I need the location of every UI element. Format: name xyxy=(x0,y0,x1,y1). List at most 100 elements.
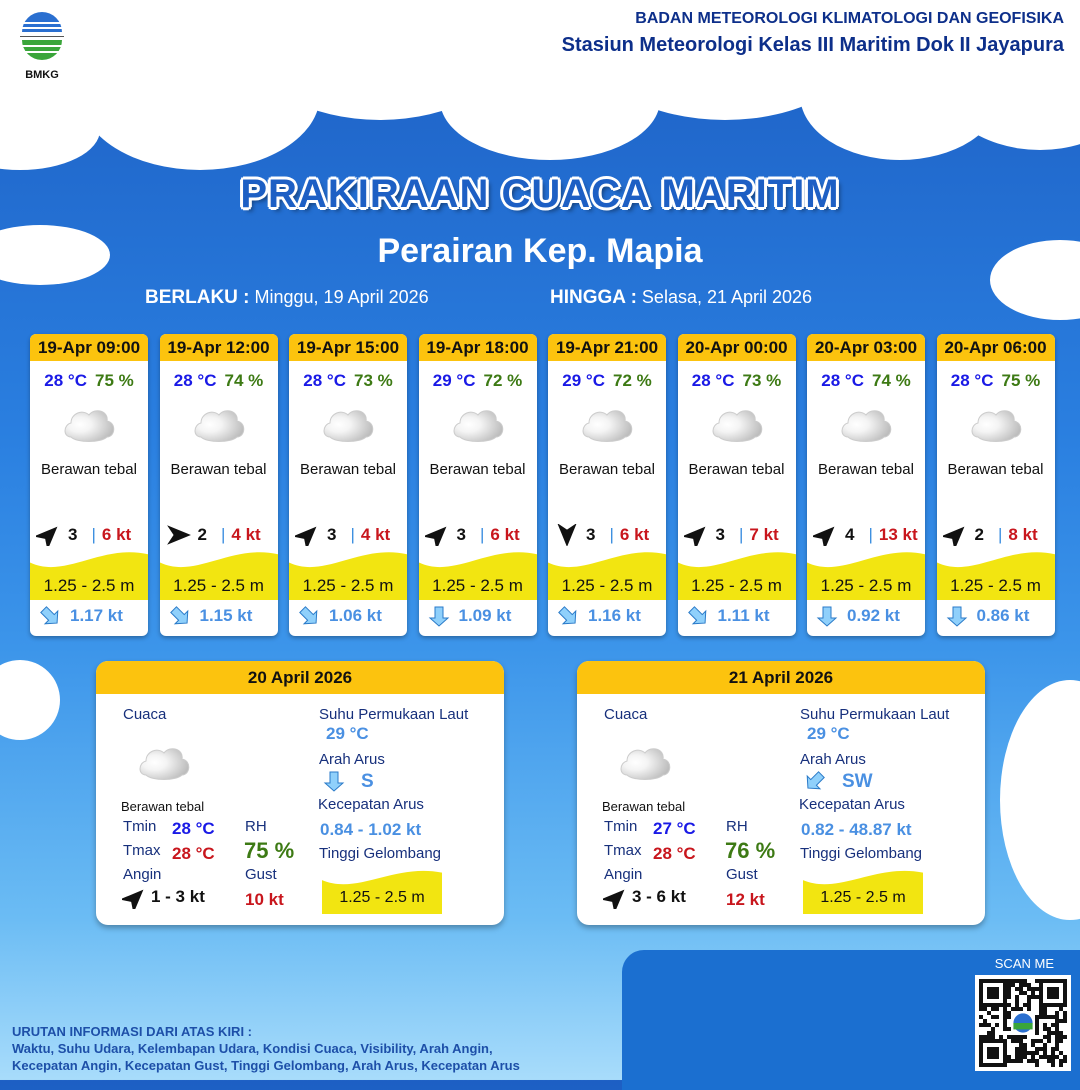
wave-icon xyxy=(548,552,666,600)
current-info: 0.92 kt xyxy=(815,604,900,628)
gust-speed: 7 kt xyxy=(749,525,779,544)
humidity: 75 % xyxy=(94,371,134,390)
wind-info: 3 | 6 kt xyxy=(36,524,144,546)
daily-date: 21 April 2026 xyxy=(577,661,985,694)
sst-label: Suhu Permukaan Laut xyxy=(800,706,950,723)
wave-label: Tinggi Gelombang xyxy=(319,845,442,862)
wave-icon xyxy=(807,552,925,600)
wind-speed: 3 xyxy=(586,525,596,544)
wave-icon xyxy=(677,552,796,600)
valid-from-date: Minggu, 19 April 2026 xyxy=(254,287,429,307)
rh-value: 75 % xyxy=(244,838,295,863)
air-temperature: 29 °C xyxy=(562,371,605,390)
page-title: PRAKIRAAN CUACA MARITIM xyxy=(240,172,840,216)
forecast-time: 19-Apr 18:00 xyxy=(418,334,537,361)
cloud-icon xyxy=(620,748,671,780)
wind-info: 3 | 7 kt xyxy=(683,524,792,546)
cloud-icon xyxy=(323,410,374,442)
current-direction-icon xyxy=(299,606,318,625)
wave-height-value: 1.25 - 2.5 m xyxy=(432,576,523,595)
bmkg-logo-icon xyxy=(20,12,64,60)
current-direction-icon xyxy=(806,771,825,790)
air-temperature: 28 °C xyxy=(691,371,735,390)
wave-icon xyxy=(803,870,923,914)
wind-info: 3 | 6 kt xyxy=(424,524,533,546)
current-direction-icon xyxy=(428,606,449,627)
current-direction-label: Arah Arus xyxy=(800,751,866,768)
tmax-label: Tmax xyxy=(123,842,161,859)
forecast-card: 20-Apr 03:00 28 °C 74 % Berawan tebal 4 | 1… xyxy=(807,334,925,636)
wind-label: Angin xyxy=(123,866,162,883)
current-direction-value: SW xyxy=(842,771,873,792)
forecast-time: 20-Apr 03:00 xyxy=(807,334,925,361)
wave-label: Tinggi Gelombang xyxy=(800,845,923,862)
weather-label: Cuaca xyxy=(123,706,167,723)
wind-speed: 3 xyxy=(68,525,78,544)
wind-info: 2 | 4 kt xyxy=(166,524,274,546)
current-direction-icon xyxy=(323,771,345,792)
wind-info: 4 | 13 kt xyxy=(813,524,921,546)
tmax-label: Tmax xyxy=(604,842,642,859)
cloud-icon xyxy=(194,410,244,442)
air-temperature: 28 °C xyxy=(950,371,994,390)
current-info: 1.17 kt xyxy=(38,604,123,628)
current-info: 1.06 kt xyxy=(297,604,382,628)
footer-line-2: Kecepatan Angin, Kecepatan Gust, Tinggi … xyxy=(12,1058,520,1073)
daily-summary-card: 21 April 2026 Cuaca Berawan tebal Tmin 2… xyxy=(577,661,985,925)
wind-range: 3 - 6 kt xyxy=(632,887,686,906)
weather-condition: Berawan tebal xyxy=(429,461,526,478)
cloud-icon xyxy=(712,410,762,442)
current-direction-icon xyxy=(40,606,59,625)
current-direction-icon xyxy=(946,606,967,627)
gust-speed: 4 kt xyxy=(360,525,391,544)
bmkg-logo: BMKG xyxy=(16,12,68,81)
sst-value: 29 °C xyxy=(807,724,850,743)
current-info: 1.16 kt xyxy=(556,604,641,628)
tmin-value: 28 °C xyxy=(172,819,215,838)
forecast-time: 19-Apr 21:00 xyxy=(548,334,666,361)
wind-range: 1 - 3 kt xyxy=(151,887,205,906)
scan-me-label: SCAN ME xyxy=(994,956,1054,971)
gust-value: 12 kt xyxy=(726,890,765,909)
qr-code[interactable] xyxy=(975,975,1071,1071)
wind-direction-icon xyxy=(36,526,58,546)
daily-date: 20 April 2026 xyxy=(96,661,504,694)
wind-direction-icon xyxy=(557,524,577,546)
forecast-time: 19-Apr 12:00 xyxy=(159,334,278,361)
gust-speed: 13 kt xyxy=(878,525,918,544)
forecast-card: 19-Apr 12:00 28 °C 74 % Berawan tebal 2 | 4… xyxy=(159,334,278,636)
current-direction-icon xyxy=(687,606,706,625)
wind-direction-icon xyxy=(813,526,835,546)
wind-direction-icon xyxy=(424,526,446,546)
cloud-icon xyxy=(139,748,190,780)
wave-icon xyxy=(936,552,1055,600)
rh-label: RH xyxy=(245,818,267,835)
valid-to-label: HINGGA : xyxy=(550,287,637,308)
wind-direction-icon xyxy=(942,526,964,546)
air-temperature: 29 °C xyxy=(432,371,476,390)
wave-height: 1.25 - 2.5 m xyxy=(936,548,1055,600)
wave-height: 1.25 - 2.5 m xyxy=(30,548,148,600)
forecast-time: 20-Apr 00:00 xyxy=(677,334,796,361)
tmin-label: Tmin xyxy=(123,818,157,835)
wind-info: 3 | 4 kt xyxy=(295,524,403,546)
current-speed-label: Kecepatan Arus xyxy=(318,796,424,813)
current-info: 1.11 kt xyxy=(686,604,770,628)
humidity: 74 % xyxy=(224,371,264,390)
organization: BADAN METEOROLOGI KLIMATOLOGI DAN GEOFIS… xyxy=(562,10,1064,57)
wave-height: 1.25 - 2.5 m xyxy=(322,867,442,914)
wave-height: 1.25 - 2.5 m xyxy=(418,548,537,600)
gust-value: 10 kt xyxy=(245,890,284,909)
forecast-card: 19-Apr 15:00 28 °C 73 % Berawan tebal 3 | 4… xyxy=(289,334,407,636)
current-direction-icon xyxy=(816,606,838,627)
air-temperature: 28 °C xyxy=(173,371,217,390)
wave-height-value: 1.25 - 2.5 m xyxy=(339,889,425,906)
current-speed: 0.86 kt xyxy=(976,606,1030,625)
wind-direction-icon xyxy=(119,889,144,914)
current-speed: 1.11 kt xyxy=(717,606,770,625)
weather-condition: Berawan tebal xyxy=(559,461,655,478)
air-temperature: 28 °C xyxy=(821,371,864,390)
wave-height-value: 1.25 - 2.5 m xyxy=(950,576,1041,595)
cloud-icon xyxy=(971,410,1021,442)
wave-icon xyxy=(289,552,407,600)
